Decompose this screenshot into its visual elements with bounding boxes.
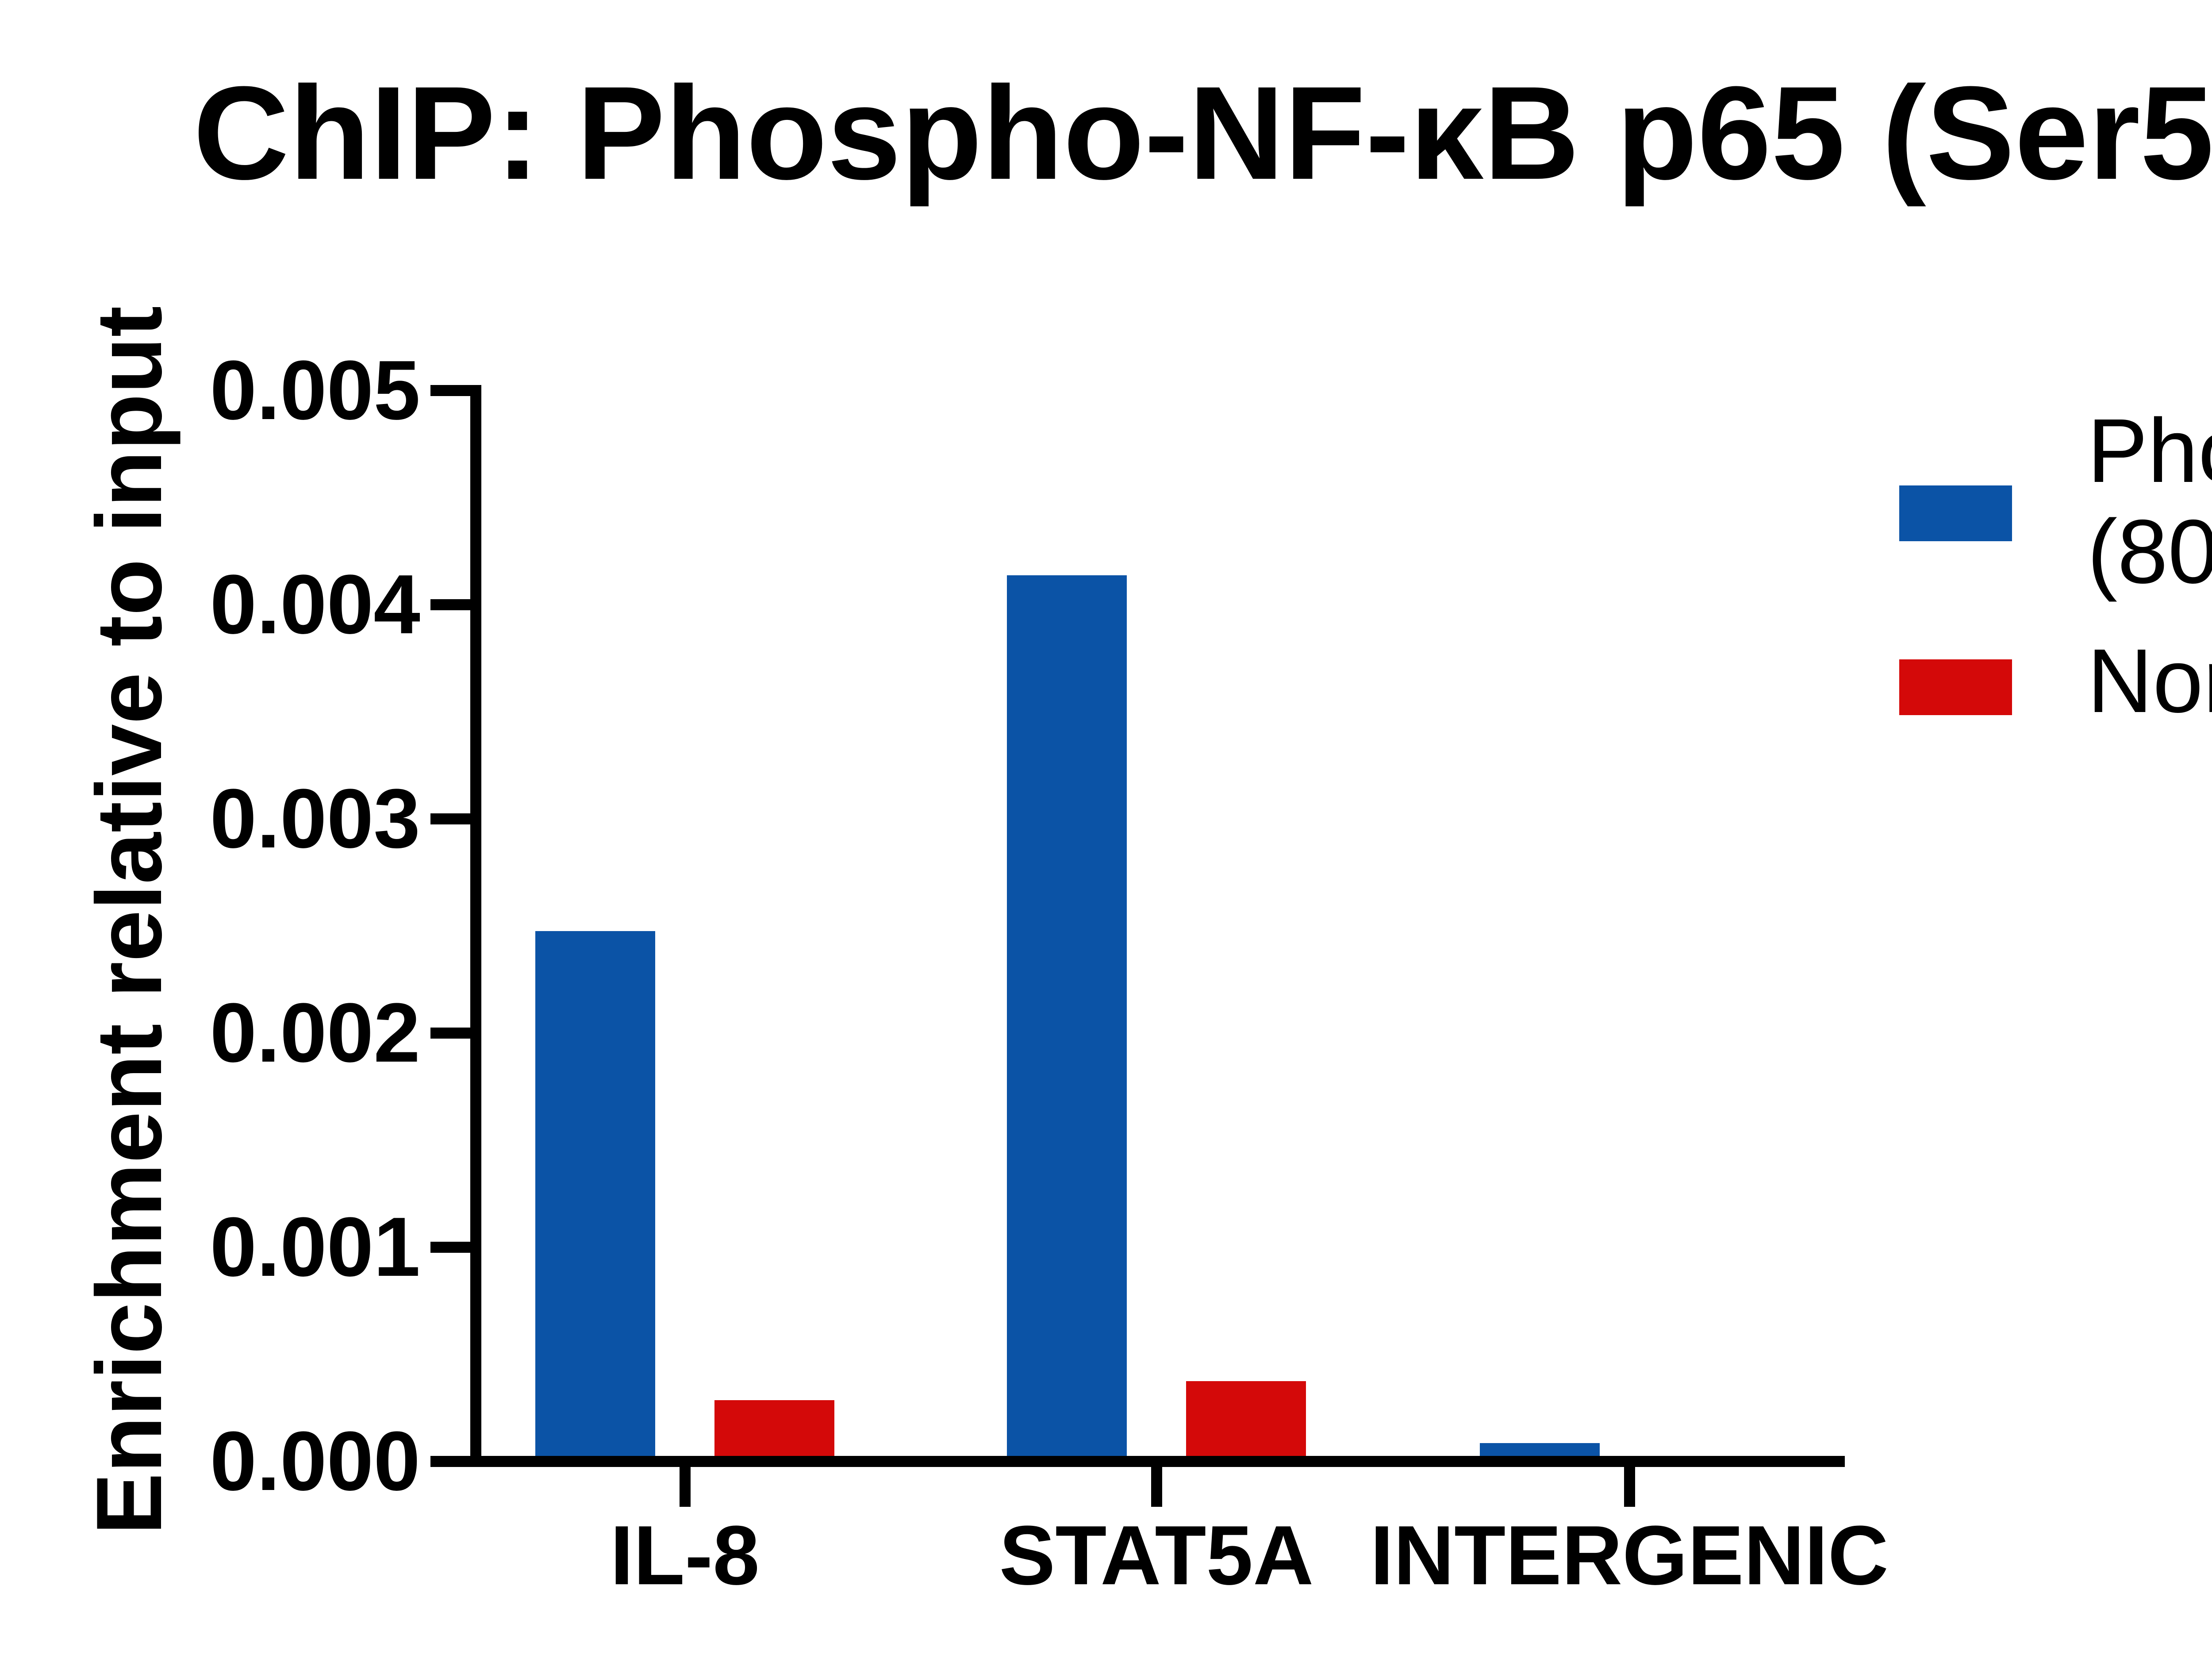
legend-label-igg-line1: Normal Rabbit IgG (98136-1-RR): [2087, 630, 2212, 731]
legend-label-phospho-line2: (80379-2-RR): [2087, 501, 2212, 602]
x-category-label-il8: IL-8: [610, 1509, 760, 1602]
x-axis-tick: [1624, 1467, 1635, 1507]
x-axis-tick: [1151, 1467, 1162, 1507]
x-axis-tick: [680, 1467, 691, 1507]
y-axis-tick: [430, 813, 470, 824]
x-category-label-intergenic: INTERGENIC: [1370, 1509, 1889, 1602]
y-tick-label: 0.000: [210, 1414, 420, 1508]
y-axis-tick: [430, 1456, 470, 1467]
bar-igg-il8: [714, 1400, 834, 1456]
legend-swatch-phospho: [1899, 485, 2012, 541]
chart-title: ChIP: Phospho-NF-κB p65 (Ser536) (80379-…: [193, 58, 2212, 207]
y-axis-title: Enrichment relative to input: [77, 306, 181, 1535]
y-axis-tick: [430, 599, 470, 610]
y-tick-label: 0.001: [210, 1200, 420, 1294]
x-category-label-stat5a: STAT5A: [999, 1509, 1314, 1602]
legend-label-phospho-line1: Phospho-NF-κB p65 (Ser536): [2087, 400, 2212, 501]
x-axis-line: [470, 1456, 1845, 1467]
y-axis-tick: [430, 1242, 470, 1253]
y-tick-label: 0.005: [210, 343, 420, 437]
legend-label-phospho: Phospho-NF-κB p65 (Ser536) (80379-2-RR): [2087, 400, 2212, 602]
bar-igg-stat5a: [1186, 1381, 1306, 1456]
legend-swatch-igg: [1899, 659, 2012, 715]
y-tick-label: 0.004: [210, 558, 420, 651]
y-tick-label: 0.002: [210, 986, 420, 1080]
y-axis-line: [470, 385, 481, 1467]
legend-label-igg: Normal Rabbit IgG (98136-1-RR): [2087, 631, 2212, 731]
y-axis-tick: [430, 1028, 470, 1039]
y-tick-label: 0.003: [210, 772, 420, 866]
bar-phospho-intergenic: [1480, 1443, 1600, 1456]
bar-phospho-il8: [535, 931, 655, 1456]
bar-phospho-stat5a: [1007, 575, 1127, 1456]
y-axis-tick: [430, 385, 470, 396]
